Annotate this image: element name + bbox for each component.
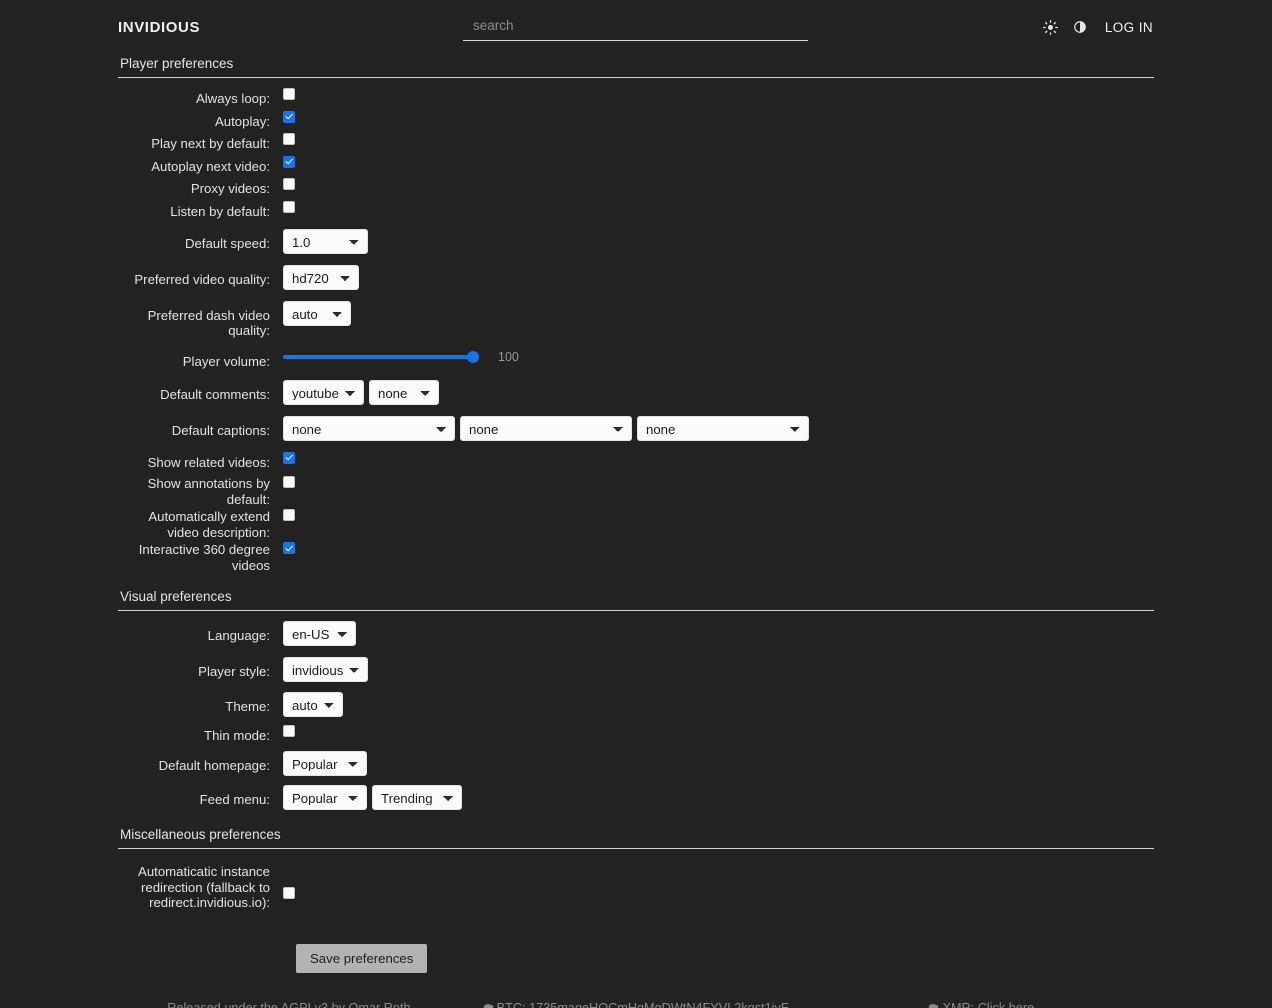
row-thin-mode: Thin mode:: [118, 725, 1154, 751]
checkbox-thin-mode[interactable]: [283, 725, 295, 738]
row-feed-menu: Feed menu: Popular Trending: [118, 785, 1154, 811]
label-interactive-360: Interactive 360 degree videos: [138, 542, 270, 573]
label-feed-menu: Feed menu:: [199, 792, 270, 808]
label-player-volume: Player volume:: [182, 353, 270, 369]
checkbox-instance-redirection[interactable]: [283, 887, 295, 900]
navbar-actions: LOG IN: [808, 19, 1154, 35]
select-preferred-dash-video-quality[interactable]: auto: [283, 301, 351, 326]
label-default-comments: Default comments:: [160, 386, 270, 402]
bitcoin-wallet-icon: [483, 1002, 494, 1008]
select-player-style[interactable]: invidious: [283, 657, 368, 683]
search-form: [463, 13, 808, 41]
checkbox-extend-description[interactable]: [283, 509, 295, 522]
row-default-homepage: Default homepage: Popular: [118, 751, 1154, 777]
row-default-speed: Default speed: 1.0: [118, 229, 1154, 254]
label-thin-mode: Thin mode:: [204, 728, 270, 744]
label-autoplay: Autoplay:: [215, 113, 270, 129]
footer-left: Released under the AGPLv3 by Omar Roth. …: [118, 1001, 463, 1008]
select-preferred-video-quality[interactable]: hd720: [283, 265, 359, 290]
row-theme: Theme: auto: [118, 692, 1154, 718]
brand-logo[interactable]: INVIDIOUS: [118, 18, 201, 36]
footer-xmr-link[interactable]: XMR: Click here: [942, 1001, 1034, 1008]
select-default-comments-fallback[interactable]: none: [369, 379, 439, 405]
checkbox-interactive-360[interactable]: [283, 542, 295, 555]
row-language: Language: en-US: [118, 621, 1154, 647]
navbar: INVIDIOUS LOG IN: [0, 0, 1272, 54]
label-default-speed: Default speed:: [184, 236, 270, 251]
label-preferred-video-quality: Preferred video quality:: [134, 272, 270, 287]
select-default-captions-3[interactable]: none: [637, 415, 809, 441]
select-default-speed[interactable]: 1.0: [283, 229, 368, 254]
select-theme[interactable]: auto: [283, 692, 343, 718]
label-proxy-videos: Proxy videos:: [190, 181, 270, 196]
label-play-next-by-default: Play next by default:: [151, 136, 270, 151]
label-default-homepage: Default homepage:: [158, 758, 270, 774]
save-spacer: [118, 944, 283, 973]
row-preferred-dash-video-quality: Preferred dash video quality: auto: [118, 301, 1154, 339]
footer: Released under the AGPLv3 by Omar Roth. …: [118, 1001, 1154, 1008]
label-player-style: Player style:: [198, 664, 270, 680]
slider-player-volume[interactable]: [283, 349, 479, 364]
legend-player-preferences: Player preferences: [118, 56, 1154, 78]
row-proxy-videos: Proxy videos:: [118, 178, 1154, 201]
sun-icon[interactable]: [1043, 19, 1059, 35]
row-always-loop: Always loop:: [118, 88, 1154, 111]
footer-license-text: Released under the AGPLv3 by Omar Roth.: [167, 1001, 414, 1008]
label-always-loop: Always loop:: [195, 91, 270, 106]
save-row: Save preferences: [118, 944, 1154, 974]
label-preferred-dash-video-quality: Preferred dash video quality:: [147, 308, 270, 339]
save-preferences-button[interactable]: Save preferences: [296, 944, 428, 974]
checkbox-listen-by-default[interactable]: [283, 200, 295, 213]
row-default-captions: Default captions: none none none: [118, 415, 1154, 441]
label-autoplay-next-video: Autoplay next video:: [151, 158, 270, 174]
row-player-style: Player style: invidious: [118, 657, 1154, 683]
checkbox-autoplay[interactable]: [283, 110, 295, 123]
row-default-comments: Default comments: youtube none: [118, 379, 1154, 405]
legend-misc-preferences: Miscellaneous preferences: [118, 827, 1154, 850]
select-default-captions-1[interactable]: none: [283, 415, 455, 441]
label-extend-description: Automatically extend video description:: [148, 509, 270, 540]
row-listen-by-default: Listen by default:: [118, 200, 1154, 224]
checkbox-always-loop[interactable]: [283, 88, 295, 100]
value-player-volume: 100: [498, 349, 519, 364]
legend-visual-preferences: Visual preferences: [118, 589, 1154, 612]
footer-right: XMR: Click here Current version: 2021.07…: [809, 1001, 1154, 1008]
row-play-next-by-default: Play next by default:: [118, 133, 1154, 156]
row-extend-description: Automatically extend video description:: [118, 507, 1154, 540]
checkbox-autoplay-next-video[interactable]: [283, 155, 295, 168]
select-feed-menu-1[interactable]: Popular: [283, 785, 367, 811]
label-listen-by-default: Listen by default:: [170, 203, 270, 219]
footer-btc-link[interactable]: BTC: 1735mageHQCmHgMgDWtN4FYVL2kgst1jvE: [497, 1001, 790, 1008]
row-player-volume: Player volume: 100: [118, 349, 1154, 376]
label-default-captions: Default captions:: [171, 422, 270, 438]
select-language[interactable]: en-US: [283, 621, 356, 647]
row-show-annotations: Show annotations by default:: [118, 474, 1154, 507]
select-default-homepage[interactable]: Popular: [283, 751, 367, 777]
checkbox-show-related-videos[interactable]: [283, 451, 295, 464]
checkbox-proxy-videos[interactable]: [283, 178, 295, 190]
login-link[interactable]: LOG IN: [1104, 19, 1153, 35]
row-preferred-video-quality: Preferred video quality: hd720: [118, 265, 1154, 290]
row-instance-redirection: Automaticatic instance redirection (fall…: [118, 859, 1154, 925]
checkbox-show-annotations[interactable]: [283, 476, 295, 489]
label-instance-redirection: Automaticatic instance redirection (fall…: [138, 864, 270, 911]
search-input[interactable]: [463, 13, 808, 41]
row-autoplay: Autoplay:: [118, 110, 1154, 134]
label-show-annotations: Show annotations by default:: [147, 476, 270, 507]
select-default-captions-2[interactable]: none: [460, 415, 632, 441]
footer-center: BTC: 1735mageHQCmHgMgDWtN4FYVL2kgst1jvE …: [463, 1001, 808, 1008]
label-theme: Theme:: [225, 699, 270, 715]
checkbox-play-next-by-default[interactable]: [283, 133, 295, 145]
row-show-related-videos: Show related videos:: [118, 451, 1154, 475]
select-feed-menu-2[interactable]: Trending: [372, 785, 462, 811]
preferences-page: Player preferences Always loop: Autoplay…: [0, 56, 1272, 1008]
half-circle-icon[interactable]: [1072, 19, 1088, 35]
monero-wallet-icon: [928, 1002, 939, 1008]
label-show-related-videos: Show related videos:: [147, 454, 270, 470]
label-language: Language:: [207, 628, 270, 644]
row-interactive-360: Interactive 360 degree videos: [118, 540, 1154, 573]
select-default-comments-primary[interactable]: youtube: [283, 379, 364, 405]
row-autoplay-next-video: Autoplay next video:: [118, 155, 1154, 179]
